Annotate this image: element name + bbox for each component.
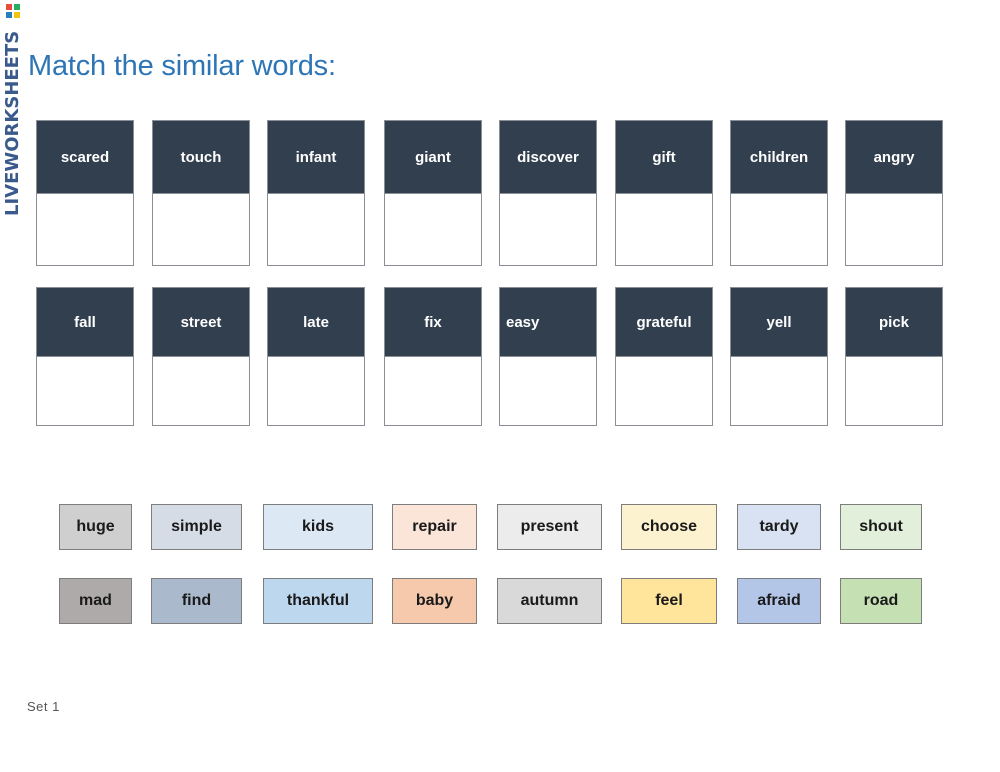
drop-zone[interactable] [500, 356, 596, 425]
drop-zone[interactable] [616, 356, 712, 425]
drop-zone[interactable] [500, 193, 596, 265]
target-word: yell [731, 288, 827, 356]
liveworksheets-brand: LIVEWORKSHEETS [2, 4, 24, 216]
target-card: street [152, 287, 250, 426]
target-word: giant [385, 121, 481, 193]
answer-tile[interactable]: present [497, 504, 602, 550]
answer-tile[interactable]: tardy [737, 504, 821, 550]
target-card: touch [152, 120, 250, 266]
answer-tile[interactable]: choose [621, 504, 717, 550]
answer-tile[interactable]: afraid [737, 578, 821, 624]
target-word: grateful [616, 288, 712, 356]
page-title: Match the similar words: [28, 50, 336, 82]
answer-tile[interactable]: shout [840, 504, 922, 550]
target-card: easy [499, 287, 597, 426]
answer-tile[interactable]: thankful [263, 578, 373, 624]
target-card: angry [845, 120, 943, 266]
target-card: discover [499, 120, 597, 266]
drop-zone[interactable] [385, 193, 481, 265]
target-card: gift [615, 120, 713, 266]
target-word: street [153, 288, 249, 356]
answer-tile[interactable]: repair [392, 504, 477, 550]
drop-zone[interactable] [731, 193, 827, 265]
drop-zone[interactable] [268, 193, 364, 265]
answer-tile[interactable]: simple [151, 504, 242, 550]
liveworksheets-logo-icon [6, 4, 20, 18]
target-card: late [267, 287, 365, 426]
answer-tile[interactable]: road [840, 578, 922, 624]
target-card: infant [267, 120, 365, 266]
target-word: fall [37, 288, 133, 356]
drop-zone[interactable] [846, 193, 942, 265]
drop-zone[interactable] [153, 193, 249, 265]
answer-tile[interactable]: mad [59, 578, 132, 624]
drop-zone[interactable] [385, 356, 481, 425]
target-word: fix [385, 288, 481, 356]
drop-zone[interactable] [268, 356, 364, 425]
target-card: pick [845, 287, 943, 426]
drop-zone[interactable] [153, 356, 249, 425]
answer-tile[interactable]: baby [392, 578, 477, 624]
target-word: gift [616, 121, 712, 193]
target-word: scared [37, 121, 133, 193]
target-card: giant [384, 120, 482, 266]
answer-tile[interactable]: autumn [497, 578, 602, 624]
target-word: easy [500, 288, 596, 356]
brand-wordmark: LIVEWORKSHEETS [2, 30, 23, 216]
drop-zone[interactable] [846, 356, 942, 425]
drop-zone[interactable] [37, 193, 133, 265]
target-word: infant [268, 121, 364, 193]
target-word: touch [153, 121, 249, 193]
drop-zone[interactable] [731, 356, 827, 425]
answer-tile[interactable]: feel [621, 578, 717, 624]
answer-tile[interactable]: huge [59, 504, 132, 550]
target-word: pick [846, 288, 942, 356]
drop-zone[interactable] [37, 356, 133, 425]
target-word: children [731, 121, 827, 193]
target-word: late [268, 288, 364, 356]
target-card: children [730, 120, 828, 266]
answer-tile[interactable]: kids [263, 504, 373, 550]
target-word: discover [500, 121, 596, 193]
target-card: scared [36, 120, 134, 266]
target-card: yell [730, 287, 828, 426]
answer-tile[interactable]: find [151, 578, 242, 624]
target-card: grateful [615, 287, 713, 426]
set-label: Set 1 [27, 699, 60, 714]
target-word: angry [846, 121, 942, 193]
target-card: fall [36, 287, 134, 426]
target-card: fix [384, 287, 482, 426]
drop-zone[interactable] [616, 193, 712, 265]
